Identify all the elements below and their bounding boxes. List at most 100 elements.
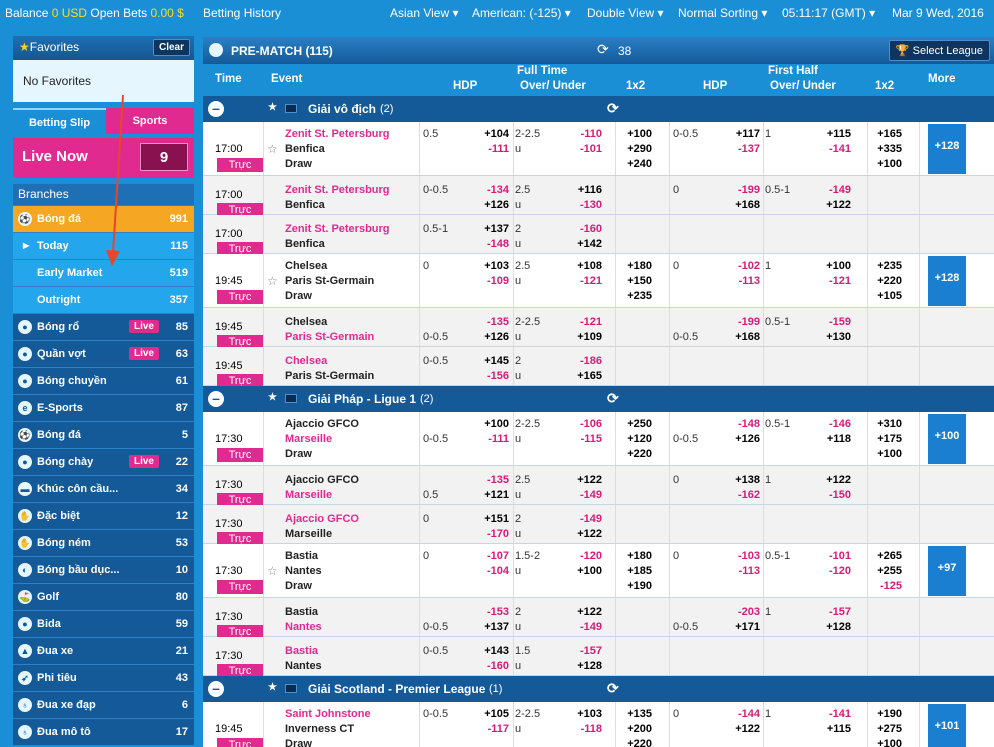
live-tag[interactable]: Trực — [217, 290, 263, 304]
live-tag[interactable]: Trực — [217, 448, 263, 462]
team-name[interactable]: Zenit St. Petersburg — [285, 128, 390, 140]
h-handicap-odds[interactable]: +171 — [735, 621, 760, 633]
team-name[interactable]: Paris St-Germain — [285, 275, 375, 287]
h-ou-odds[interactable]: +122 — [826, 474, 851, 486]
ft-ou-odds[interactable]: +108 — [577, 260, 602, 272]
ft-handicap-odds[interactable]: +126 — [484, 199, 509, 211]
more-bets-button[interactable]: +101 — [928, 704, 966, 747]
h-ou-odds[interactable]: -141 — [828, 708, 851, 720]
ft-1x2-odds[interactable]: +185 — [627, 565, 652, 577]
sidebar-item-2[interactable]: Early Market 519 — [13, 259, 194, 286]
team-name[interactable]: Benfica — [285, 238, 325, 250]
sidebar-item-12[interactable]: ✋ Bóng ném 53 — [13, 529, 194, 556]
odds-format-dropdown[interactable]: American: (-125) ▾ — [472, 6, 571, 20]
sidebar-item-7[interactable]: e E-Sports 87 — [13, 394, 194, 421]
h-1x2-odds[interactable]: +190 — [877, 708, 902, 720]
h-handicap-odds[interactable]: -203 — [737, 606, 760, 618]
ft-handicap-odds[interactable]: -148 — [486, 238, 509, 250]
ft-ou-odds[interactable]: +116 — [577, 184, 602, 196]
h-1x2-odds[interactable]: +275 — [877, 723, 902, 735]
ft-handicap-odds[interactable]: +104 — [484, 128, 509, 140]
ft-1x2-odds[interactable]: +240 — [627, 158, 652, 170]
h-handicap-odds[interactable]: -102 — [737, 260, 760, 272]
h-ou-odds[interactable]: -141 — [828, 143, 851, 155]
h-1x2-odds[interactable]: +100 — [877, 448, 902, 460]
h-ou-odds[interactable]: +128 — [826, 621, 851, 633]
sidebar-item-1[interactable]: ▶ Today 115 — [13, 232, 194, 259]
refresh-icon[interactable]: ⟳ — [607, 390, 619, 406]
h-ou-odds[interactable]: +115 — [826, 128, 851, 140]
h-handicap-odds[interactable]: +122 — [735, 723, 760, 735]
team-name[interactable]: Draw — [285, 290, 312, 302]
ft-handicap-odds[interactable]: -111 — [488, 433, 509, 445]
h-ou-odds[interactable]: -149 — [828, 184, 851, 196]
ft-1x2-odds[interactable]: +200 — [627, 723, 652, 735]
ft-ou-odds[interactable]: -120 — [579, 550, 602, 562]
h-handicap-odds[interactable]: -162 — [737, 489, 760, 501]
h-handicap-odds[interactable]: -144 — [737, 708, 760, 720]
h-handicap-odds[interactable]: +117 — [735, 128, 760, 140]
live-tag[interactable]: Trực — [217, 158, 263, 172]
more-bets-button[interactable]: +128 — [928, 124, 966, 174]
team-name[interactable]: Zenit St. Petersburg — [285, 184, 390, 196]
team-name[interactable]: Draw — [285, 738, 312, 747]
ft-handicap-odds[interactable]: +126 — [484, 331, 509, 343]
tab-betting-slip[interactable]: Betting Slip — [13, 108, 106, 134]
h-ou-odds[interactable]: +118 — [826, 433, 851, 445]
team-name[interactable]: Ajaccio GFCO — [285, 513, 359, 525]
team-name[interactable]: Bastia — [285, 645, 319, 657]
team-name[interactable]: Nantes — [285, 621, 322, 633]
h-1x2-odds[interactable]: +265 — [877, 550, 902, 562]
h-ou-odds[interactable]: -150 — [828, 489, 851, 501]
ft-1x2-odds[interactable]: +290 — [627, 143, 652, 155]
ft-ou-odds[interactable]: +122 — [577, 474, 602, 486]
favorite-star-icon[interactable]: ☆ — [267, 142, 278, 156]
h-1x2-odds[interactable]: +235 — [877, 260, 902, 272]
league-header[interactable]: – ★ Giải Pháp - Ligue 1 (2) ⟳ — [203, 386, 994, 412]
h-1x2-odds[interactable]: +165 — [877, 128, 902, 140]
ft-handicap-odds[interactable]: +100 — [484, 418, 509, 430]
h-handicap-odds[interactable]: +138 — [735, 474, 760, 486]
h-1x2-odds[interactable]: +220 — [877, 275, 902, 287]
team-name[interactable]: Draw — [285, 580, 312, 592]
ft-ou-odds[interactable]: +142 — [577, 238, 602, 250]
ft-1x2-odds[interactable]: +220 — [627, 448, 652, 460]
team-name[interactable]: Draw — [285, 158, 312, 170]
h-ou-odds[interactable]: -157 — [828, 606, 851, 618]
ft-handicap-odds[interactable]: +137 — [484, 223, 509, 235]
clear-favorites-button[interactable]: Clear — [152, 39, 190, 56]
ft-ou-odds[interactable]: +122 — [577, 606, 602, 618]
ft-ou-odds[interactable]: -149 — [579, 621, 602, 633]
ft-handicap-odds[interactable]: -117 — [487, 723, 509, 735]
ft-handicap-odds[interactable]: -134 — [486, 184, 509, 196]
ft-handicap-odds[interactable]: -156 — [486, 370, 509, 382]
ft-ou-odds[interactable]: +122 — [577, 528, 602, 540]
sidebar-item-5[interactable]: ● Quần vợt Live 63 — [13, 340, 194, 367]
ft-ou-odds[interactable]: -130 — [579, 199, 602, 211]
star-icon[interactable]: ★ — [268, 392, 277, 403]
h-ou-odds[interactable]: +100 — [826, 260, 851, 272]
h-1x2-odds[interactable]: +255 — [877, 565, 902, 577]
view-dropdown[interactable]: Asian View ▾ — [390, 6, 459, 20]
team-name[interactable]: Zenit St. Petersburg — [285, 223, 390, 235]
collapse-icon[interactable]: – — [208, 101, 224, 117]
team-name[interactable]: Benfica — [285, 143, 325, 155]
ft-1x2-odds[interactable]: +250 — [627, 418, 652, 430]
h-1x2-odds[interactable]: +175 — [877, 433, 902, 445]
team-name[interactable]: Paris St-Germain — [285, 370, 375, 382]
favorite-star-icon[interactable]: ☆ — [267, 274, 278, 288]
ft-ou-odds[interactable]: +103 — [577, 708, 602, 720]
sidebar-item-14[interactable]: ⛳ Golf 80 — [13, 583, 194, 610]
clock-dropdown[interactable]: 05:11:17 (GMT) ▾ — [782, 6, 876, 20]
ft-1x2-odds[interactable]: +150 — [627, 275, 652, 287]
h-1x2-odds[interactable]: +100 — [877, 158, 902, 170]
h-1x2-odds[interactable]: -125 — [879, 580, 902, 592]
ft-ou-odds[interactable]: -118 — [580, 723, 602, 735]
ft-ou-odds[interactable]: +109 — [577, 331, 602, 343]
sidebar-item-9[interactable]: ● Bóng chày Live 22 — [13, 448, 194, 475]
ft-1x2-odds[interactable]: +180 — [627, 260, 652, 272]
h-handicap-odds[interactable]: +168 — [735, 331, 760, 343]
star-icon[interactable]: ★ — [268, 682, 277, 693]
refresh-icon[interactable]: ⟳ — [607, 680, 619, 696]
team-name[interactable]: Bastia — [285, 550, 319, 562]
